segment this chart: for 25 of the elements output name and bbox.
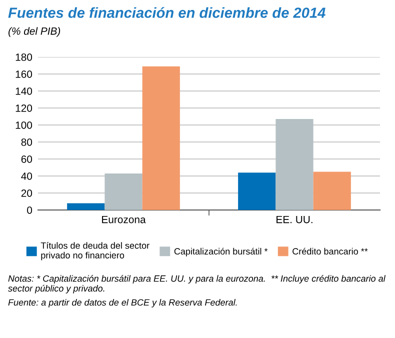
- y-tick-label: 40: [21, 172, 32, 180]
- y-tick-label: 20: [21, 190, 32, 197]
- bar: [276, 119, 314, 210]
- y-tick-label: 180: [16, 54, 32, 61]
- bar: [313, 172, 351, 210]
- y-tick-label: 100: [16, 122, 32, 129]
- bar: [104, 173, 142, 210]
- legend-label: Títulos de deuda del sector privado no financiero: [40, 242, 150, 260]
- chart-title: Fuentes de financiación en diciembre de 2014: [8, 7, 326, 18]
- text: Notas: * Capitalización bursátil para EE. UU. y para la eurozona. ** Incluye crédito bancario al sector público y privado.: [8, 275, 386, 294]
- bar: [142, 66, 180, 210]
- source-note: Fuente: a partir de datos de el BCE y la Reserva Federal.: [8, 299, 237, 308]
- x-tick-label: Eurozona: [102, 216, 146, 224]
- chart-subtitle: (% del PIB): [8, 27, 60, 37]
- y-tick-label: 160: [16, 70, 32, 78]
- y-tick-label: 0: [27, 206, 32, 214]
- y-tick-label: 80: [21, 138, 32, 146]
- x-tick-label: EE. UU.: [276, 216, 312, 224]
- legend-label: Capitalización bursátil *: [174, 248, 268, 256]
- y-tick-label: 60: [21, 156, 32, 163]
- legend-label: Crédito bancario **: [292, 248, 368, 255]
- bar: [67, 203, 105, 210]
- y-tick-label: 120: [16, 104, 32, 112]
- y-tick-label: 140: [16, 88, 32, 95]
- bar: [238, 172, 276, 210]
